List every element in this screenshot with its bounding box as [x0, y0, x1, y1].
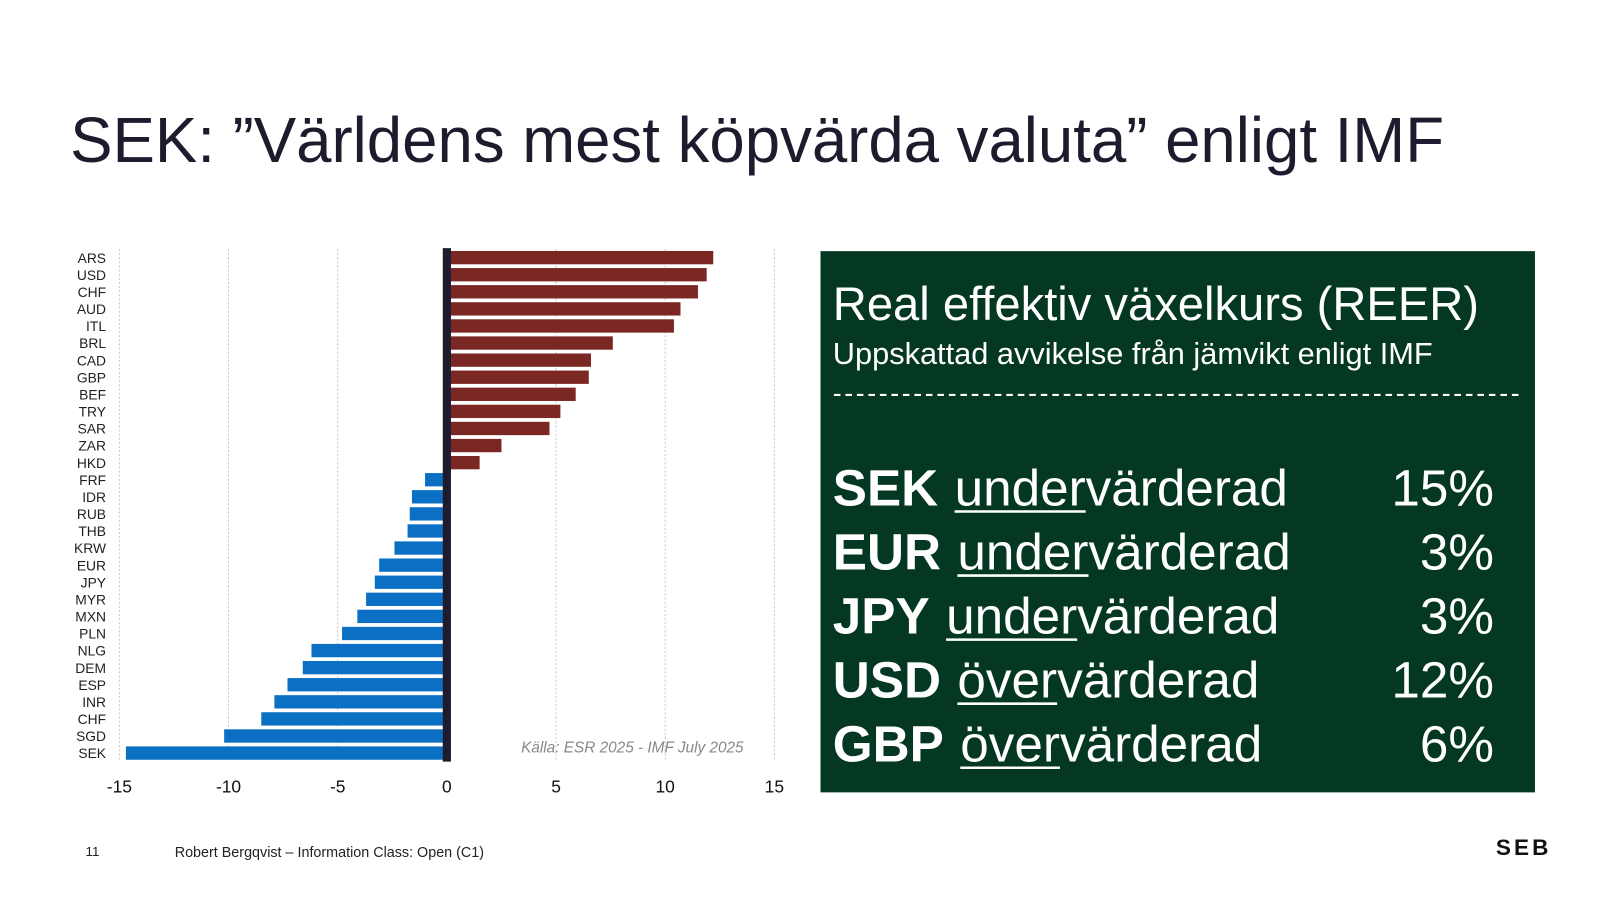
- currency-code: EUR: [833, 523, 941, 580]
- y-tick-label: CHF: [78, 284, 106, 300]
- bar: [125, 746, 447, 760]
- deviation-value: 6%: [1420, 716, 1494, 773]
- deviation-value: 3%: [1420, 587, 1494, 644]
- x-tick-label: -10: [216, 776, 241, 796]
- bar: [446, 438, 502, 453]
- panel-subtitle: Uppskattad avvikelse från jämvikt enligt…: [833, 336, 1433, 371]
- currency-code: USD: [833, 652, 941, 709]
- assessment-suffix: värderad: [1057, 652, 1259, 709]
- assessment-prefix: över: [957, 652, 1057, 709]
- bar: [446, 421, 550, 436]
- logo: SEB: [1496, 835, 1552, 860]
- assessment-prefix: över: [960, 716, 1060, 773]
- y-tick-label: KRW: [74, 540, 106, 556]
- page-number: 11: [86, 844, 100, 859]
- bar: [394, 541, 447, 555]
- assessment-suffix: värderad: [1088, 523, 1290, 580]
- currency-code: SEK: [833, 459, 938, 516]
- bar: [302, 660, 447, 675]
- slide-title: SEK: ”Världens mest köpvärda valuta” enl…: [70, 105, 1444, 176]
- deviation-value: 15%: [1391, 459, 1494, 516]
- y-tick-label: DEM: [75, 660, 106, 676]
- bar: [446, 285, 698, 299]
- y-tick-label: RUB: [77, 506, 106, 522]
- bar: [446, 404, 561, 419]
- y-tick-label: GBP: [77, 369, 106, 385]
- y-tick-label: ZAR: [78, 438, 106, 454]
- x-tick-label: -5: [330, 776, 345, 796]
- y-tick-label: FRF: [79, 472, 106, 488]
- bar: [407, 524, 447, 538]
- x-tick-label: 0: [442, 776, 452, 796]
- deviation-value: 12%: [1391, 652, 1494, 709]
- y-tick-label: HKD: [77, 455, 106, 471]
- bar: [274, 695, 447, 709]
- footer: Robert Bergqvist – Information Class: Op…: [175, 845, 484, 861]
- y-tick-label: BEF: [79, 386, 106, 402]
- bar: [287, 678, 447, 692]
- bar: [411, 490, 447, 504]
- x-tick-label: 15: [765, 776, 784, 796]
- assessment-prefix: under: [955, 459, 1086, 516]
- deviation-value: 3%: [1420, 523, 1494, 580]
- y-tick-label: TRY: [79, 404, 106, 420]
- panel-title: Real effektiv växelkurs (REER): [833, 277, 1479, 330]
- y-tick-label: NLG: [78, 643, 106, 659]
- panel: [820, 251, 1535, 793]
- bar: [446, 268, 707, 282]
- bar: [425, 473, 447, 487]
- bar: [446, 353, 591, 367]
- y-tick-label: CAD: [77, 352, 106, 368]
- bar: [342, 626, 447, 641]
- bar: [446, 336, 613, 350]
- y-tick-label: ESP: [78, 677, 106, 693]
- bar: [409, 507, 447, 521]
- bar: [446, 250, 714, 265]
- currency-code: JPY: [833, 587, 930, 644]
- assessment-prefix: under: [946, 587, 1077, 644]
- assessment-suffix: värderad: [1086, 459, 1288, 516]
- y-tick-label: MYR: [75, 591, 106, 607]
- bar: [446, 302, 681, 316]
- assessment-suffix: värderad: [1077, 587, 1279, 644]
- assessment-suffix: värderad: [1060, 716, 1262, 773]
- bar: [366, 592, 447, 606]
- bar: [374, 575, 447, 589]
- bar: [311, 643, 447, 658]
- bar: [261, 712, 447, 726]
- bar: [446, 319, 674, 333]
- y-tick-label: MXN: [75, 609, 106, 625]
- y-tick-label: USD: [77, 267, 106, 283]
- y-tick-label: BRL: [79, 335, 106, 351]
- y-tick-label: PLN: [79, 626, 106, 642]
- bar: [357, 609, 447, 624]
- y-tick-label: ITL: [86, 318, 106, 334]
- y-tick-label: IDR: [82, 489, 106, 505]
- y-tick-label: SGD: [76, 728, 106, 744]
- assessment-prefix: under: [957, 523, 1088, 580]
- y-tick-label: THB: [78, 523, 106, 539]
- y-tick-label: CHF: [78, 711, 106, 727]
- y-tick-label: EUR: [77, 557, 106, 573]
- bar: [224, 729, 447, 743]
- bar: [446, 370, 589, 384]
- x-tick-label: 10: [656, 776, 675, 796]
- x-tick-label: 5: [551, 776, 561, 796]
- y-tick-label: ARS: [78, 250, 106, 266]
- bar: [379, 558, 447, 572]
- annotation: Källa: ESR 2025 - IMF July 2025: [521, 739, 744, 756]
- x-tick-label: -15: [107, 776, 132, 796]
- y-tick-label: JPY: [81, 574, 106, 590]
- y-tick-label: SEK: [78, 745, 106, 761]
- bar: [446, 387, 576, 401]
- y-tick-label: SAR: [78, 421, 106, 437]
- y-tick-label: INR: [82, 694, 106, 710]
- bar: [446, 455, 480, 470]
- y-tick-label: AUD: [77, 301, 106, 317]
- currency-code: GBP: [833, 716, 944, 773]
